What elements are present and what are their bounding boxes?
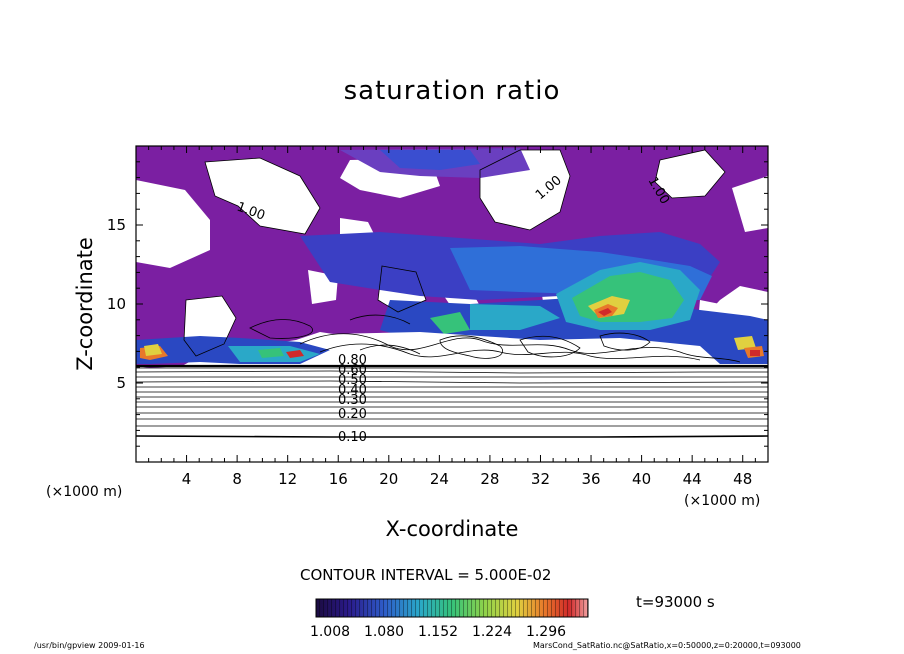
contour-interval-label: CONTOUR INTERVAL = 5.000E-02 xyxy=(300,566,552,584)
colorbar-stripes xyxy=(316,599,588,617)
x-tick-label: 8 xyxy=(232,470,242,488)
x-left-unit-label: (×1000 m) xyxy=(46,484,122,500)
y-axis: 5 10 15 xyxy=(107,161,768,447)
colorbar-tick-label: 1.224 xyxy=(472,624,512,640)
x-tick-label: 48 xyxy=(733,470,752,488)
x-tick-label: 28 xyxy=(480,470,499,488)
x-axis: 4 8 12 16 20 24 28 32 36 40 44 48 xyxy=(148,146,756,488)
y-axis-title: Z-coordinate xyxy=(73,237,97,371)
x-tick-label: 32 xyxy=(531,470,550,488)
x-tick-label: 20 xyxy=(379,470,398,488)
contour-label: 0.40 xyxy=(338,383,367,398)
colorbar-tick-label: 1.296 xyxy=(526,624,566,640)
contour-label: 0.50 xyxy=(338,373,367,388)
x-tick-label: 12 xyxy=(278,470,297,488)
x-right-unit-label: (×1000 m) xyxy=(684,493,760,509)
contour-label: 0.20 xyxy=(338,407,367,422)
chart-title: saturation ratio xyxy=(343,76,561,106)
x-tick-label: 36 xyxy=(581,470,600,488)
colorbar-ticks: 1.008 1.080 1.152 1.224 1.296 xyxy=(310,624,566,640)
x-axis-title: X-coordinate xyxy=(386,517,519,541)
colorbar-tick-label: 1.080 xyxy=(364,624,404,640)
colorbar-tick-label: 1.008 xyxy=(310,624,350,640)
contour-label: 0.30 xyxy=(338,393,367,408)
x-tick-label: 4 xyxy=(182,470,192,488)
time-label: t=93000 s xyxy=(636,593,715,611)
x-tick-label: 40 xyxy=(632,470,651,488)
x-tick-label: 24 xyxy=(430,470,449,488)
colorbar-frame xyxy=(315,598,589,618)
colorbar-tick-label: 1.152 xyxy=(418,624,458,640)
contour-label: 0.80 xyxy=(338,353,367,368)
x-tick-label: 44 xyxy=(683,470,702,488)
x-tick-label: 16 xyxy=(329,470,348,488)
heatmap-field: 1.00 1.00 1.00 0.80 0.60 0.50 0.40 0.30 … xyxy=(136,146,768,462)
contour-lines xyxy=(136,149,768,438)
y-tick-label: 5 xyxy=(116,374,126,392)
footer-left: /usr/bin/gpview 2009-01-16 xyxy=(34,641,145,650)
y-tick-label: 10 xyxy=(107,295,126,313)
y-tick-label: 15 xyxy=(107,216,126,234)
contour-label: 0.10 xyxy=(338,430,367,445)
contour-labels: 1.00 1.00 1.00 0.80 0.60 0.50 0.40 0.30 … xyxy=(235,173,672,445)
contour-label: 0.60 xyxy=(338,363,367,378)
footer-right: MarsCond_SatRatio.nc@SatRatio,x=0:50000,… xyxy=(533,641,801,650)
